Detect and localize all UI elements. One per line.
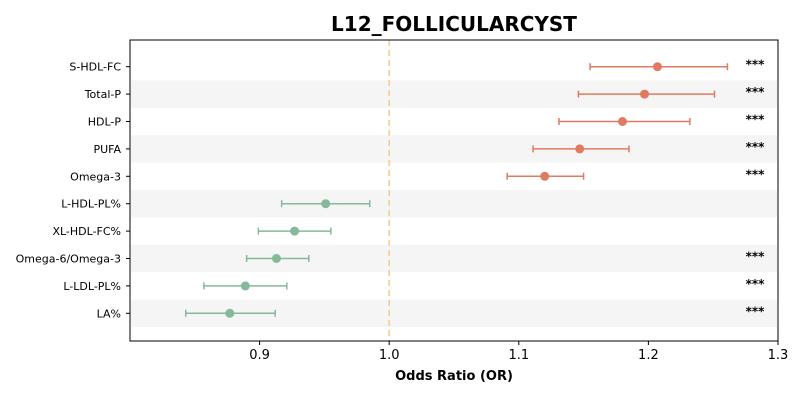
row-band <box>131 190 777 218</box>
y-category-label: XL-HDL-FC% <box>52 225 121 238</box>
y-category-label: HDL-P <box>88 116 122 129</box>
y-category-label: LA% <box>97 307 121 320</box>
or-point <box>271 254 281 263</box>
x-tick-label: 0.9 <box>249 348 270 363</box>
y-category-label: PUFA <box>93 143 121 156</box>
x-axis-ticks: 0.9 1.0 1.1 1.2 1.3 <box>249 341 788 363</box>
y-category-label: Omega-6/Omega-3 <box>16 253 121 266</box>
x-axis-label: Odds Ratio (OR) <box>395 369 513 384</box>
significance-label: *** <box>746 58 766 72</box>
y-category-label: S-HDL-FC <box>69 61 121 74</box>
y-axis-labels: S-HDL-FC Total-P HDL-P PUFA Omega-3 L-HDL-PL%… <box>16 61 130 320</box>
x-tick-label: 1.2 <box>638 348 659 363</box>
significance-label: *** <box>746 167 766 181</box>
or-point <box>640 89 650 99</box>
y-category-label: L-LDL-PL% <box>63 280 121 293</box>
significance-label: *** <box>746 277 766 291</box>
plot-frame <box>129 39 779 342</box>
or-point <box>652 62 662 72</box>
row-band <box>131 244 777 273</box>
y-category-label: L-HDL-PL% <box>61 198 121 211</box>
or-point <box>617 117 627 126</box>
row-band <box>131 135 777 163</box>
significance-label: *** <box>746 304 766 318</box>
y-category-label: Total-P <box>84 88 122 101</box>
significance-label: *** <box>746 250 766 264</box>
x-tick-label: 1.0 <box>379 348 400 363</box>
or-point <box>290 226 300 236</box>
or-point <box>575 144 585 154</box>
y-category-label: Omega-3 <box>70 170 121 183</box>
chart-title: L12_FOLLICULARCYST <box>331 12 577 36</box>
or-point <box>240 281 250 291</box>
significance-label: *** <box>746 85 766 99</box>
or-point <box>321 199 331 209</box>
significance-label: *** <box>746 113 766 127</box>
x-tick-label: 1.3 <box>768 348 789 363</box>
row-bands <box>131 80 777 327</box>
or-point <box>225 308 235 318</box>
x-tick-label: 1.1 <box>508 348 529 363</box>
significance-label: *** <box>746 140 766 154</box>
plot-marks: *** *** *** *** *** *** *** *** <box>184 58 766 318</box>
or-point <box>540 171 550 181</box>
